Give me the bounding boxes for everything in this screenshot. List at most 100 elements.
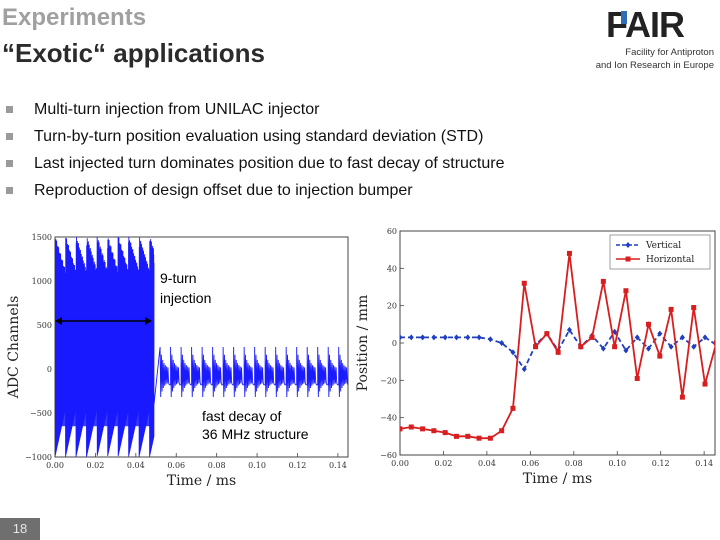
y-tick-label: 1000 bbox=[32, 277, 52, 286]
page-title: Experiments bbox=[2, 4, 147, 31]
data-point-horizontal bbox=[668, 306, 674, 312]
data-point-vertical bbox=[408, 334, 414, 341]
x-tick-label: 0.02 bbox=[87, 461, 105, 470]
bullet-text: Last injected turn dominates position du… bbox=[34, 155, 505, 172]
x-tick-label: 0.06 bbox=[167, 461, 185, 470]
y-tick-label: −1000 bbox=[25, 453, 52, 462]
fair-logo: FAIR bbox=[606, 6, 685, 44]
legend-label-vertical: Vertical bbox=[645, 241, 681, 251]
data-point-vertical bbox=[476, 334, 482, 341]
data-point-vertical bbox=[487, 336, 493, 343]
data-point-horizontal bbox=[679, 394, 685, 400]
series-group bbox=[400, 250, 715, 441]
x-tick-label: 0.12 bbox=[652, 459, 670, 468]
data-point-vertical bbox=[623, 347, 629, 354]
data-point-horizontal bbox=[487, 435, 493, 441]
y-tick-label: −20 bbox=[380, 376, 397, 385]
data-point-horizontal bbox=[400, 426, 403, 432]
bullet-square-icon bbox=[6, 187, 13, 194]
data-point-vertical bbox=[465, 334, 471, 341]
data-point-horizontal bbox=[646, 321, 652, 327]
fair-logo-accent bbox=[621, 11, 627, 24]
data-point-horizontal bbox=[702, 381, 708, 387]
bullet-text: Turn-by-turn position evaluation using s… bbox=[34, 128, 484, 145]
data-point-vertical bbox=[691, 343, 697, 350]
data-point-vertical bbox=[646, 345, 652, 352]
annotation-decay-line2: 36 MHz structure bbox=[202, 426, 309, 442]
annotation-decay-line1: fast decay of bbox=[202, 408, 281, 424]
data-point-horizontal bbox=[657, 353, 663, 359]
x-axis-label: Time / ms bbox=[167, 473, 236, 489]
data-point-horizontal bbox=[578, 344, 584, 350]
legend-marker-horizontal bbox=[625, 256, 631, 262]
x-tick-label: 0.04 bbox=[127, 461, 145, 470]
x-tick-label: 0.10 bbox=[248, 461, 266, 470]
data-point-vertical bbox=[566, 326, 572, 333]
x-tick-label: 0.08 bbox=[565, 459, 583, 468]
signal-decay-trace bbox=[153, 346, 348, 405]
data-point-horizontal bbox=[533, 344, 539, 350]
x-tick-label: 0.02 bbox=[435, 459, 453, 468]
data-point-vertical bbox=[400, 334, 403, 341]
arrow-head-right-icon bbox=[144, 317, 152, 325]
data-point-horizontal bbox=[589, 334, 595, 340]
data-point-vertical bbox=[420, 334, 426, 341]
bullet-square-icon bbox=[6, 106, 13, 113]
y-tick-label: −40 bbox=[380, 414, 397, 423]
data-point-vertical bbox=[453, 334, 459, 341]
data-point-horizontal bbox=[510, 405, 516, 411]
position-chart: 60 40 20 0 −20 −40 −600.00 0.02 0.04 0.06 0.08 0.10… bbox=[355, 227, 716, 487]
y-axis-label: Position / mm bbox=[355, 295, 371, 392]
x-tick-label: 0.10 bbox=[608, 459, 626, 468]
data-point-horizontal bbox=[499, 428, 505, 434]
data-point-horizontal bbox=[612, 344, 618, 350]
data-point-horizontal bbox=[521, 280, 527, 286]
data-point-horizontal bbox=[420, 426, 426, 432]
bullet-item: Last injected turn dominates position du… bbox=[6, 150, 505, 177]
bullet-list: Multi-turn injection from UNILAC injecto… bbox=[6, 96, 505, 204]
y-tick-label: 1500 bbox=[32, 233, 52, 242]
y-tick-label: 0 bbox=[47, 365, 52, 374]
data-point-horizontal bbox=[465, 433, 471, 439]
data-point-vertical bbox=[510, 349, 516, 356]
x-tick-label: 0.06 bbox=[521, 459, 539, 468]
fair-wordmark: FAIR bbox=[606, 4, 685, 45]
arrow-head-left-icon bbox=[55, 317, 62, 325]
annotation-injection-line2: injection bbox=[160, 290, 211, 306]
y-axis-label: ADC Channels bbox=[6, 296, 22, 400]
data-point-horizontal bbox=[555, 349, 561, 355]
data-point-vertical bbox=[668, 343, 674, 350]
data-point-horizontal bbox=[453, 433, 459, 439]
data-point-horizontal bbox=[566, 250, 572, 256]
fair-tagline: Facility for Antiproton and Ion Research… bbox=[574, 46, 714, 72]
data-point-vertical bbox=[679, 334, 685, 341]
bullet-text: Reproduction of design offset due to inj… bbox=[34, 182, 413, 199]
data-point-vertical bbox=[634, 334, 640, 341]
legend-label-horizontal: Horizontal bbox=[646, 255, 694, 265]
bullet-item: Reproduction of design offset due to inj… bbox=[6, 177, 505, 204]
bullet-item: Turn-by-turn position evaluation using s… bbox=[6, 123, 505, 150]
data-point-horizontal bbox=[713, 340, 715, 346]
signal-burst-core bbox=[55, 316, 155, 427]
slide-number: 18 bbox=[0, 518, 40, 540]
tagline-line-2: and Ion Research in Europe bbox=[595, 60, 714, 71]
data-point-vertical bbox=[431, 334, 437, 341]
x-tick-label: 0.14 bbox=[695, 459, 713, 468]
data-point-vertical bbox=[521, 366, 527, 373]
y-tick-label: −60 bbox=[380, 451, 397, 460]
data-point-vertical bbox=[499, 340, 505, 346]
data-point-horizontal bbox=[408, 424, 414, 430]
data-point-horizontal bbox=[691, 305, 697, 311]
x-tick-label: 0.00 bbox=[391, 459, 409, 468]
x-tick-label: 0.00 bbox=[46, 461, 64, 470]
y-tick-label: 40 bbox=[387, 264, 397, 273]
data-point-horizontal bbox=[442, 430, 448, 436]
bullet-text: Multi-turn injection from UNILAC injecto… bbox=[34, 101, 320, 118]
data-point-vertical bbox=[442, 334, 448, 341]
bullet-square-icon bbox=[6, 160, 13, 167]
x-tick-label: 0.08 bbox=[208, 461, 226, 470]
bullet-square-icon bbox=[6, 133, 13, 140]
data-point-horizontal bbox=[431, 428, 437, 434]
y-tick-label: −500 bbox=[30, 409, 52, 418]
